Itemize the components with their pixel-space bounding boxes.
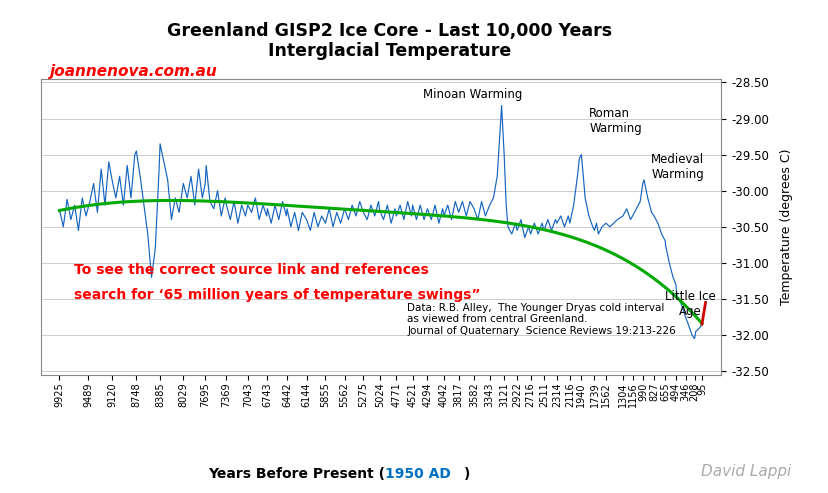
Text: Data: R.B. Alley,  The Younger Dryas cold interval
as viewed from central Greenl: Data: R.B. Alley, The Younger Dryas cold…	[407, 303, 676, 336]
Text: Interglacial Temperature: Interglacial Temperature	[267, 42, 511, 60]
Text: Roman
Warming: Roman Warming	[589, 106, 641, 135]
Text: ): )	[464, 467, 470, 481]
Text: To see the correct source link and references: To see the correct source link and refer…	[74, 263, 428, 277]
Text: Minoan Warming: Minoan Warming	[422, 88, 522, 102]
Text: Little Ice
Age: Little Ice Age	[664, 290, 715, 318]
Y-axis label: Temperature (degrees C): Temperature (degrees C)	[779, 148, 792, 305]
Text: joannenova.com.au: joannenova.com.au	[50, 64, 217, 79]
Text: 1950 AD: 1950 AD	[385, 467, 450, 481]
Text: David Lappi: David Lappi	[700, 464, 791, 479]
Text: Medieval
Warming: Medieval Warming	[651, 153, 704, 181]
Text: Greenland GISP2 Ice Core - Last 10,000 Years: Greenland GISP2 Ice Core - Last 10,000 Y…	[167, 22, 611, 40]
Text: search for ‘65 million years of temperature swings”: search for ‘65 million years of temperat…	[74, 288, 480, 302]
Text: Years Before Present (: Years Before Present (	[208, 467, 385, 481]
